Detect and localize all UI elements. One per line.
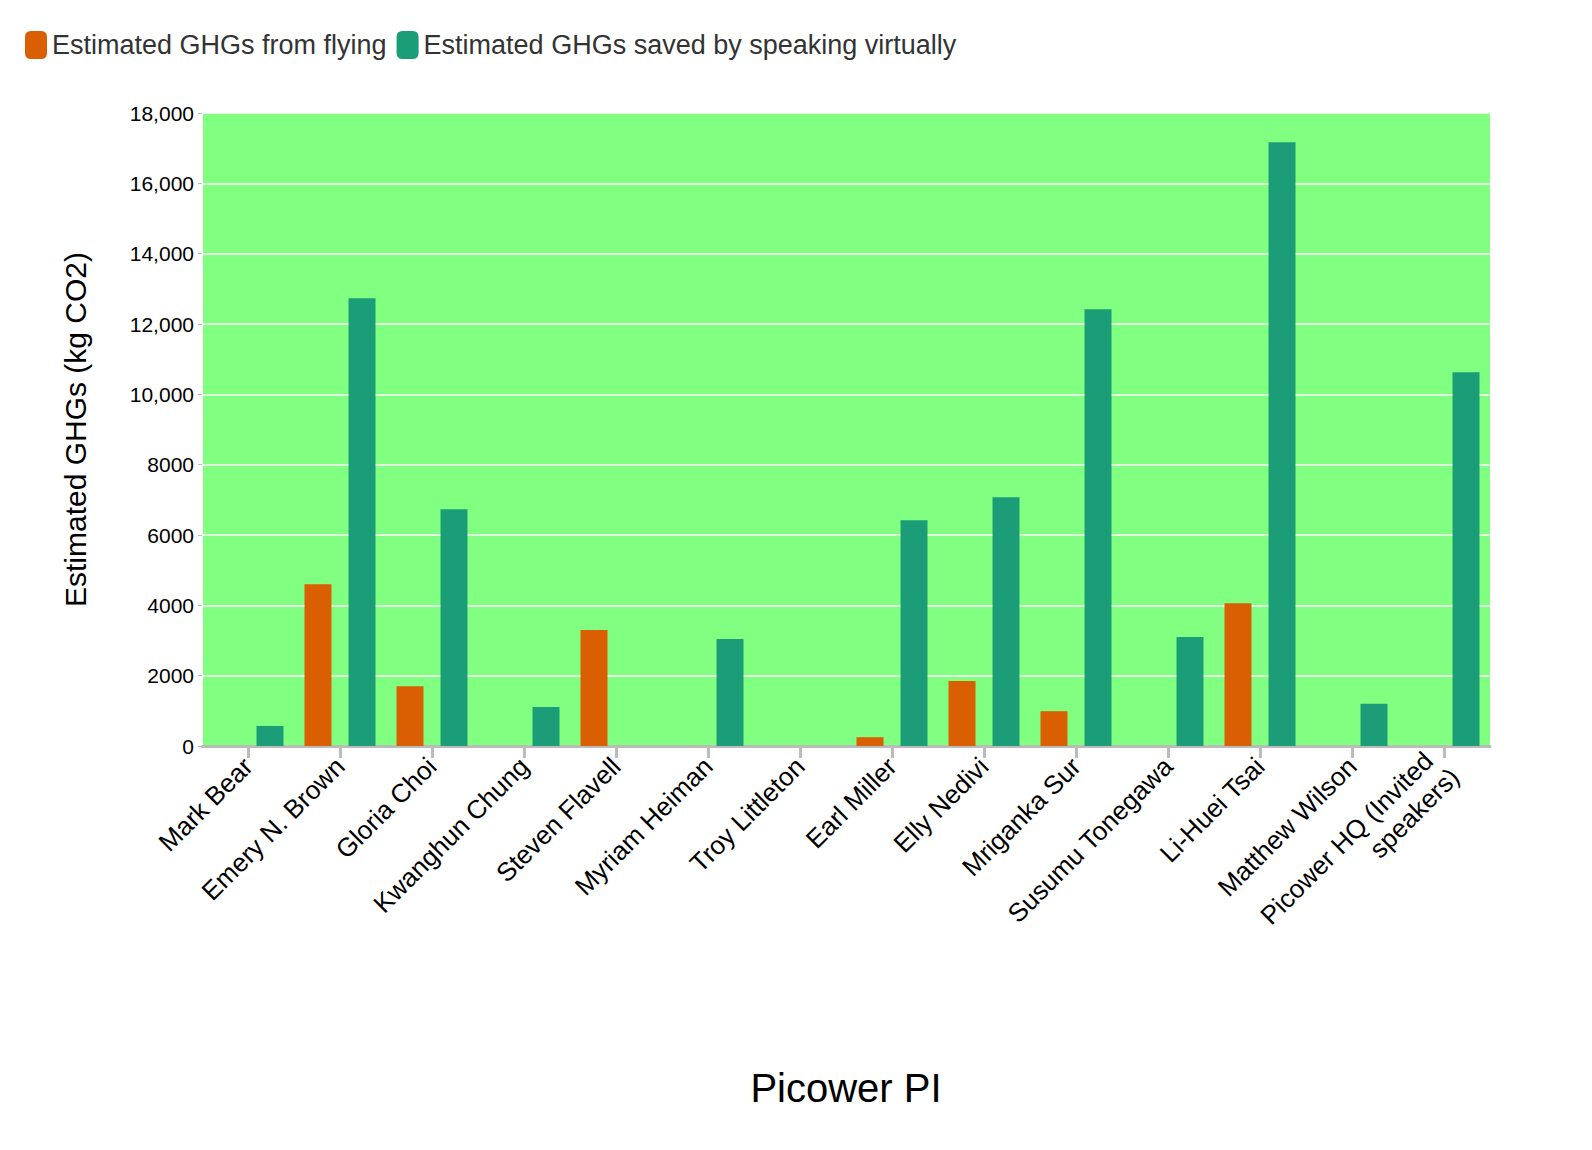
svg-text:0: 0 — [182, 735, 194, 758]
svg-text:speakers): speakers) — [1363, 762, 1465, 864]
svg-text:Picower HQ (Invited: Picower HQ (Invited — [1254, 741, 1444, 931]
svg-text:Estimated GHGs from flying: Estimated GHGs from flying — [52, 30, 387, 60]
svg-text:16,000: 16,000 — [130, 172, 194, 195]
svg-text:Estimated GHGs (kg CO2): Estimated GHGs (kg CO2) — [59, 252, 92, 607]
svg-text:Li-Huei Tsai: Li-Huei Tsai — [1153, 751, 1271, 869]
svg-text:10,000: 10,000 — [130, 383, 194, 406]
svg-text:4000: 4000 — [147, 594, 194, 617]
svg-text:18,000: 18,000 — [130, 102, 194, 125]
svg-text:6000: 6000 — [147, 524, 194, 547]
svg-text:Troy Littleton: Troy Littleton — [684, 751, 811, 878]
svg-text:Myriam Heiman: Myriam Heiman — [569, 751, 719, 901]
svg-text:2000: 2000 — [147, 664, 194, 687]
svg-text:Gloria Choi: Gloria Choi — [329, 751, 443, 865]
svg-text:Mark Bear: Mark Bear — [152, 751, 259, 858]
svg-text:Matthew Wilson: Matthew Wilson — [1211, 751, 1363, 903]
svg-text:Mriganka Sur: Mriganka Sur — [956, 751, 1087, 882]
svg-text:Earl Miller: Earl Miller — [800, 751, 903, 854]
svg-text:14,000: 14,000 — [130, 242, 194, 265]
svg-text:Elly Nedivi: Elly Nedivi — [887, 751, 995, 859]
svg-text:8000: 8000 — [147, 453, 194, 476]
svg-text:Steven Flavell: Steven Flavell — [490, 751, 627, 888]
svg-text:Susumu Tonegawa: Susumu Tonegawa — [1001, 751, 1179, 929]
svg-text:Kwanghun Chung: Kwanghun Chung — [367, 751, 534, 918]
svg-text:Picower PI: Picower PI — [750, 1066, 941, 1110]
svg-text:Emery N. Brown: Emery N. Brown — [196, 751, 351, 906]
svg-text:12,000: 12,000 — [130, 313, 194, 336]
svg-text:Estimated GHGs saved by speaki: Estimated GHGs saved by speaking virtual… — [424, 30, 957, 60]
